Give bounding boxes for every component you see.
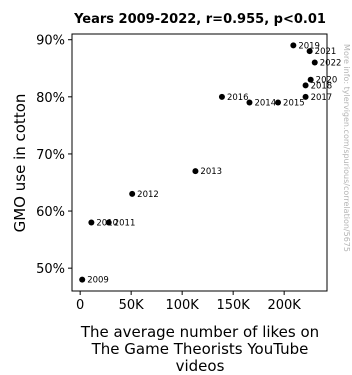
y-axis: 50% 60% 70% 80% 90% bbox=[36, 34, 72, 277]
y-tick-label: 60% bbox=[36, 205, 65, 220]
x-axis-label-line-1: The average number of likes on bbox=[80, 323, 319, 341]
data-point-label: 2021 bbox=[315, 47, 337, 57]
data-point bbox=[307, 76, 314, 83]
data-point bbox=[302, 93, 309, 100]
data-point bbox=[79, 276, 86, 283]
x-axis-label-line-3: videos bbox=[176, 357, 225, 375]
data-point-label: 2016 bbox=[227, 93, 249, 103]
data-point bbox=[105, 219, 112, 226]
data-point-label: 2013 bbox=[200, 167, 222, 177]
plot-frame bbox=[71, 33, 328, 292]
data-point-label: 2022 bbox=[320, 59, 342, 69]
data-point bbox=[88, 219, 95, 226]
y-tick-label: 80% bbox=[36, 91, 65, 106]
y-tick-label: 50% bbox=[36, 262, 65, 277]
data-point-label: 2017 bbox=[311, 93, 333, 103]
data-point-label: 2011 bbox=[114, 218, 136, 228]
data-point-label: 2014 bbox=[254, 99, 276, 109]
y-tick-label: 70% bbox=[36, 148, 65, 163]
data-point-label: 2018 bbox=[311, 81, 333, 91]
x-axis: 0 50K 100K 150K 200K bbox=[76, 291, 301, 313]
data-point-label: 2009 bbox=[87, 276, 109, 286]
data-point bbox=[129, 190, 136, 197]
y-tick-label: 90% bbox=[36, 34, 65, 49]
x-tick-label: 100K bbox=[165, 298, 199, 313]
watermark-text: More info: tylervigen.com/spurious/corre… bbox=[342, 44, 351, 252]
x-tick-label: 0 bbox=[76, 298, 84, 313]
data-point-label: 2020 bbox=[316, 76, 338, 86]
data-point bbox=[218, 93, 225, 100]
x-axis-label-line-2: The Game Theorists YouTube bbox=[91, 340, 309, 358]
x-tick-label: 200K bbox=[267, 298, 301, 313]
data-point-label: 2012 bbox=[137, 190, 159, 200]
data-point bbox=[246, 99, 253, 106]
data-point bbox=[290, 42, 297, 49]
data-point bbox=[275, 99, 282, 106]
y-axis-label: GMO use in cotton bbox=[11, 94, 29, 233]
data-point bbox=[302, 82, 309, 89]
chart-title: Years 2009-2022, r=0.955, p<0.01 bbox=[73, 12, 326, 27]
x-tick-label: 50K bbox=[119, 298, 145, 313]
data-point-label: 2015 bbox=[283, 99, 305, 109]
data-point bbox=[306, 48, 313, 55]
x-tick-label: 150K bbox=[216, 298, 250, 313]
data-point-label: 2019 bbox=[298, 41, 320, 51]
data-points: 2009201020112012201320162014201520172018… bbox=[79, 41, 342, 286]
data-point bbox=[192, 168, 199, 175]
data-point bbox=[311, 59, 318, 66]
